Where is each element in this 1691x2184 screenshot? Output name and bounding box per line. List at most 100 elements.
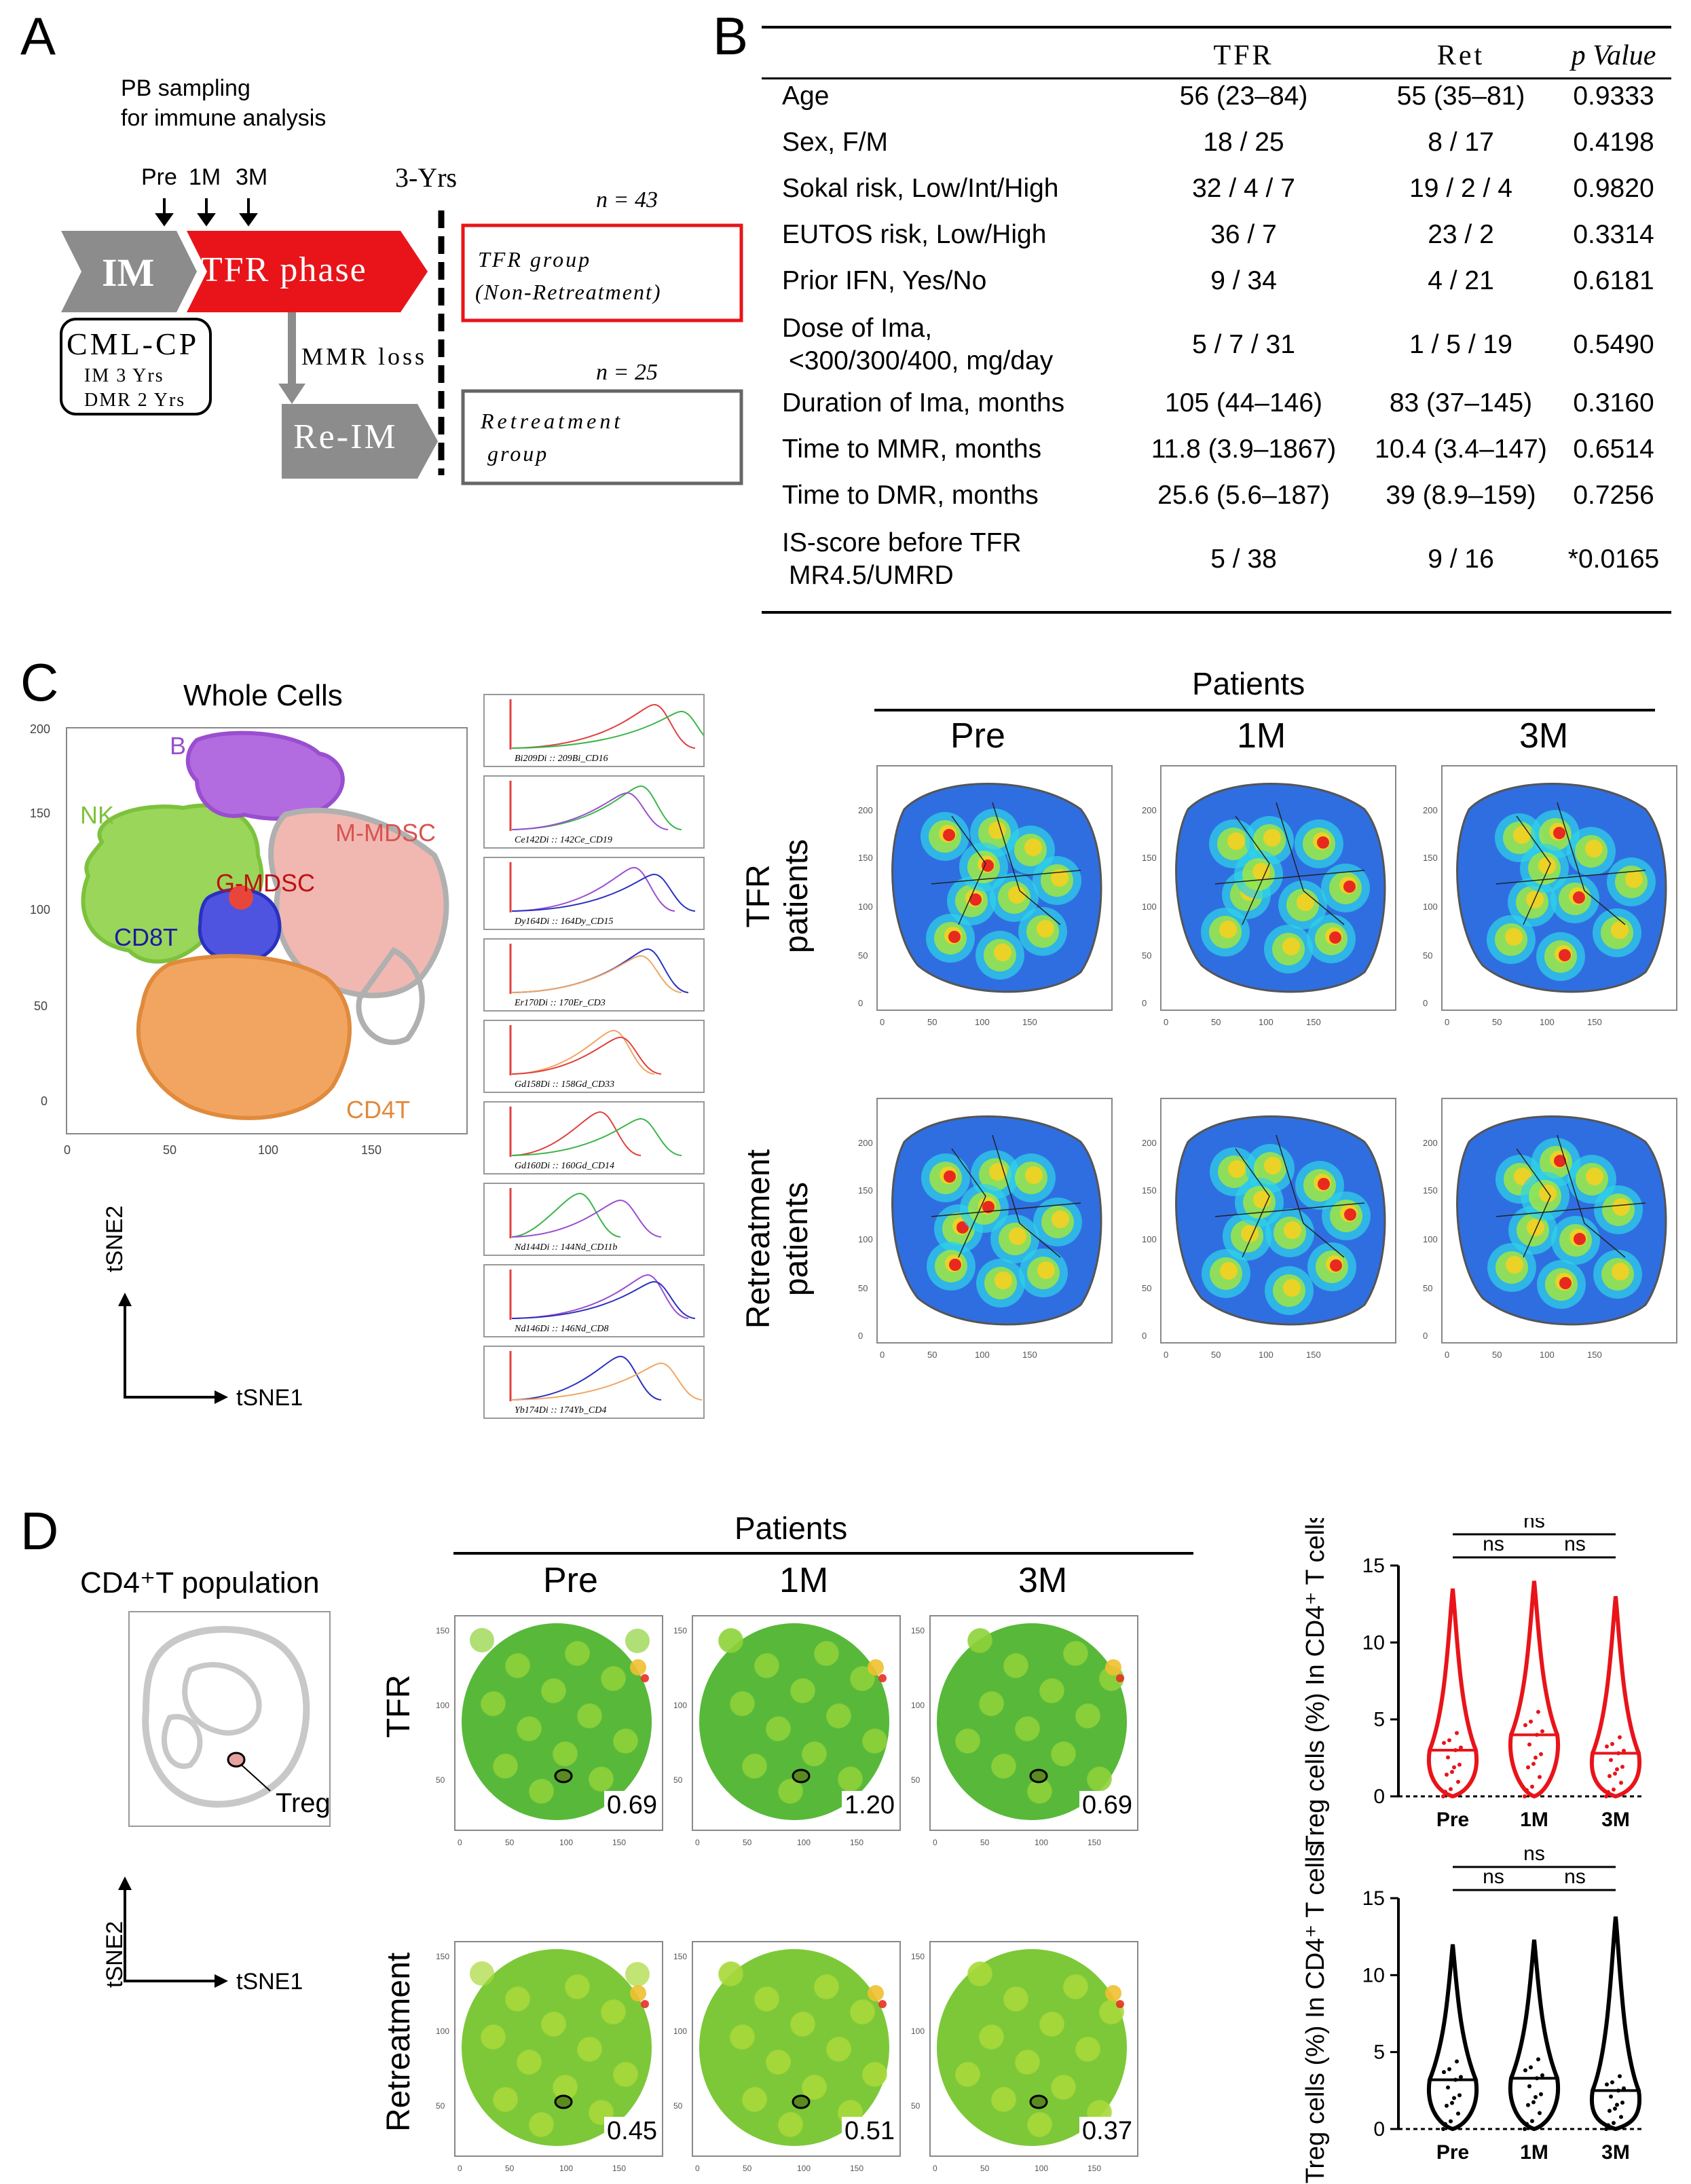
c-xtick-150: 150: [361, 1143, 382, 1157]
panel-c-letter: C: [20, 652, 59, 712]
mini-ytick: 100: [1142, 1234, 1157, 1244]
row-tfr: 9 / 34: [1210, 266, 1277, 295]
data-point: [1610, 1741, 1614, 1746]
d-axis-arrows: [118, 1876, 228, 1988]
mini-xtick: 0: [880, 1350, 885, 1360]
timepoint-3m: 3M: [236, 164, 268, 190]
d-heatmap-ret-pre: 0 50 100 150 50 100 150 0.45: [434, 1939, 665, 2177]
y-axis-label: Treg cells (%) In CD4⁺ T cells: [1301, 1518, 1330, 1851]
data-point: [1538, 1775, 1542, 1779]
row-tfr: 36 / 7: [1210, 220, 1277, 249]
mini-ytick: 200: [1142, 805, 1157, 815]
mini-ytick: 150: [436, 1952, 449, 1961]
mini-ytick: 200: [858, 1138, 873, 1148]
ret-group-line1: Retreatment: [481, 409, 624, 433]
c-xtick-0: 0: [64, 1143, 71, 1157]
x-category-label: 3M: [1601, 1809, 1630, 1831]
mini-ytick: 100: [858, 1234, 873, 1244]
d-cd4-title: CD4⁺T population: [80, 1566, 320, 1599]
c-row-ret-line1: Retreatment: [741, 1149, 777, 1329]
c-tsne1-label: tSNE1: [236, 1385, 303, 1411]
mini-xtick: 0: [880, 1017, 885, 1027]
mini-ytick: 100: [673, 1701, 687, 1710]
header-tfr: TFR: [1213, 40, 1274, 71]
data-point: [1609, 2094, 1613, 2099]
tfr-group-line1: TFR group: [478, 247, 592, 272]
histogram-curve: [511, 792, 669, 830]
histogram-curve: [511, 866, 675, 912]
data-point: [1452, 1765, 1456, 1770]
histogram-label: Yb174Di :: 174Yb_CD4: [515, 1405, 607, 1415]
c-heatmap-tfr-1m: 0 50 100 150 0 50 100 150 200: [1142, 765, 1396, 1027]
data-point: [1457, 1762, 1462, 1767]
timepoint-pre: Pre: [141, 164, 177, 190]
c-heatmap-tfr-3m: 0 50 100 150 0 50 100 150 200: [1423, 765, 1677, 1027]
mini-xtick: 0: [933, 1838, 937, 1847]
row-label: Age: [782, 81, 830, 111]
mini-ytick: 150: [1423, 853, 1438, 863]
mini-xtick: 150: [1306, 1350, 1321, 1360]
data-point: [1618, 1735, 1622, 1739]
d-heatmap-tfr-3m: 0 50 100 150 50 100 150 0.69: [910, 1613, 1140, 1851]
mini-ytick: 100: [673, 2026, 687, 2036]
treg-gate: [227, 1752, 246, 1768]
row-ret: 23 / 2: [1428, 220, 1494, 249]
data-point: [1441, 1794, 1445, 1798]
data-point: [1453, 1748, 1457, 1752]
histogram-panel: Er170Di :: 170Er_CD3: [483, 938, 705, 1012]
data-point: [1442, 1741, 1446, 1745]
x-category-label: Pre: [1436, 2141, 1469, 2164]
histogram-label: Gd160Di :: 160Gd_CD14: [515, 1161, 614, 1171]
mini-xtick: 50: [927, 1350, 937, 1360]
mini-ytick: 150: [673, 1626, 687, 1635]
tfr-group-box: [461, 223, 743, 322]
header-ret: Ret: [1436, 40, 1485, 71]
mini-xtick: 150: [850, 1838, 863, 1847]
histogram-curve: [511, 1362, 703, 1401]
label-nk: NK: [80, 801, 115, 829]
data-point: [1529, 2065, 1533, 2070]
mini-ytick: 0: [1142, 1331, 1147, 1341]
c-heatmap-ret-pre: 0 50 100 150 0 50 100 150 200: [858, 1098, 1113, 1360]
mini-ytick: 50: [911, 1775, 921, 1785]
c-row-tfr: TFR patients: [740, 815, 816, 978]
data-point: [1523, 1794, 1527, 1798]
histogram-label: Nd144Di :: 144Nd_CD11b: [515, 1242, 618, 1253]
mini-ytick: 100: [436, 2026, 449, 2036]
histogram-label: Dy164Di :: 164Dy_CD15: [515, 917, 614, 927]
mini-ytick: 150: [858, 853, 873, 863]
data-point: [1527, 1742, 1531, 1747]
mini-xtick: 150: [1587, 1017, 1602, 1027]
row-p: 0.3160: [1573, 388, 1654, 418]
y-tick-label: 15: [1362, 1887, 1385, 1910]
mini-ytick: 150: [1423, 1185, 1438, 1196]
mini-ytick: 100: [1423, 1234, 1438, 1244]
treg-gate: [554, 1769, 573, 1783]
tfr-phase-label: TFR phase: [201, 251, 367, 289]
c-xtick-100: 100: [258, 1143, 278, 1157]
data-point: [1605, 1744, 1609, 1749]
histogram-curve: [511, 703, 696, 749]
histogram-curve: [511, 785, 682, 830]
data-point: [1619, 2115, 1623, 2120]
n-tfr: n = 43: [596, 187, 658, 212]
tfr-group-line2: (Non-Retreatment): [475, 280, 662, 304]
row-ret: 55 (35–81): [1396, 81, 1525, 111]
mini-xtick: 0: [695, 1838, 700, 1847]
data-point: [1525, 2122, 1529, 2126]
treg-gate: [792, 2094, 811, 2109]
significance-label: ns: [1483, 1533, 1504, 1555]
data-point: [1535, 1733, 1539, 1737]
data-point: [1605, 2082, 1609, 2087]
data-point: [1455, 1730, 1459, 1735]
mini-ytick: 100: [911, 1701, 925, 1710]
mini-xtick: 50: [980, 1838, 990, 1847]
histogram-curve: [511, 1036, 662, 1075]
y-tick-label: 15: [1362, 1555, 1385, 1577]
mini-xtick: 50: [1211, 1017, 1221, 1027]
whole-cells-title: Whole Cells: [183, 679, 343, 712]
c-ytick-200: 200: [30, 722, 50, 736]
c-ytick-150: 150: [30, 807, 50, 820]
data-point: [1449, 1787, 1453, 1792]
data-point: [1540, 2073, 1544, 2077]
